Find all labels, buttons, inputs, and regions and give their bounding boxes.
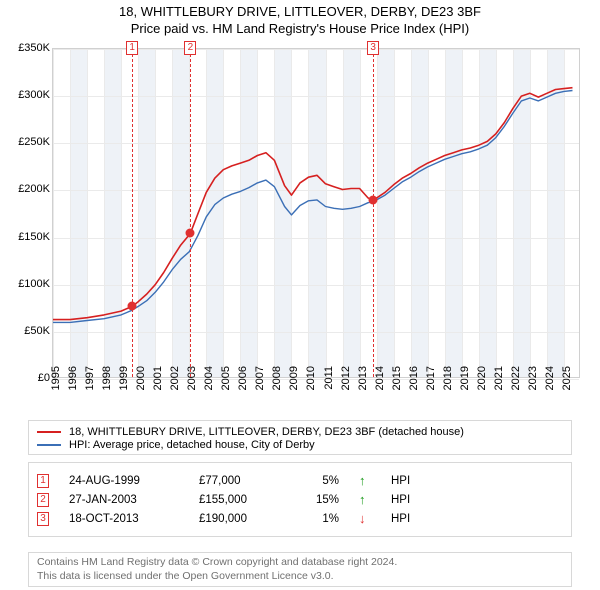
y-axis-tick-label: £150K	[10, 231, 50, 243]
arrow-down-icon: ↓	[359, 511, 371, 526]
y-axis-tick-label: £50K	[10, 325, 50, 337]
sale-price: £77,000	[199, 475, 279, 487]
sale-row: 2 27-JAN-2003 £155,000 15% ↑ HPI	[37, 492, 563, 507]
sale-marker-index: 2	[184, 41, 196, 55]
sale-marker-dot	[369, 195, 378, 204]
plot-area: 123	[52, 48, 580, 378]
series-line-price_paid	[53, 88, 573, 320]
legend-box: 18, WHITTLEBURY DRIVE, LITTLEOVER, DERBY…	[28, 420, 572, 455]
sale-marker-line	[132, 49, 133, 377]
y-axis-tick-label: £0	[10, 372, 50, 384]
sale-price: £155,000	[199, 494, 279, 506]
series-line-hpi	[53, 91, 573, 323]
sale-row: 1 24-AUG-1999 £77,000 5% ↑ HPI	[37, 473, 563, 488]
sale-marker-dot	[128, 302, 137, 311]
sale-index-box: 2	[37, 493, 49, 507]
y-axis-tick-label: £200K	[10, 183, 50, 195]
chart-title-address: 18, WHITTLEBURY DRIVE, LITTLEOVER, DERBY…	[0, 4, 600, 19]
chart-container: 123 £0£50K£100K£150K£200K£250K£300K£350K…	[10, 48, 590, 413]
sale-marker-line	[190, 49, 191, 377]
sale-hpi-label: HPI	[391, 494, 410, 506]
sale-index-box: 1	[37, 474, 49, 488]
sale-marker-dot	[186, 228, 195, 237]
sale-date: 27-JAN-2003	[69, 494, 179, 506]
attribution-line1: Contains HM Land Registry data © Crown c…	[37, 556, 563, 570]
y-axis-tick-label: £100K	[10, 278, 50, 290]
sale-hpi-label: HPI	[391, 475, 410, 487]
legend-item: HPI: Average price, detached house, City…	[37, 439, 563, 451]
sale-index-box: 3	[37, 512, 49, 526]
sale-price: £190,000	[199, 513, 279, 525]
y-axis-tick-label: £250K	[10, 136, 50, 148]
arrow-up-icon: ↑	[359, 492, 371, 507]
sale-date: 18-OCT-2013	[69, 513, 179, 525]
sale-percent: 5%	[299, 475, 339, 487]
attribution-box: Contains HM Land Registry data © Crown c…	[28, 552, 572, 587]
sale-percent: 15%	[299, 494, 339, 506]
sale-percent: 1%	[299, 513, 339, 525]
sale-row: 3 18-OCT-2013 £190,000 1% ↓ HPI	[37, 511, 563, 526]
sale-marker-index: 3	[367, 41, 379, 55]
legend-swatch	[37, 444, 61, 446]
sale-date: 24-AUG-1999	[69, 475, 179, 487]
arrow-up-icon: ↑	[359, 473, 371, 488]
sale-hpi-label: HPI	[391, 513, 410, 525]
legend-item: 18, WHITTLEBURY DRIVE, LITTLEOVER, DERBY…	[37, 426, 563, 438]
sale-marker-index: 1	[126, 41, 138, 55]
y-axis-tick-label: £350K	[10, 42, 50, 54]
sale-marker-line	[373, 49, 374, 377]
chart-title-subtitle: Price paid vs. HM Land Registry's House …	[0, 21, 600, 36]
attribution-line2: This data is licensed under the Open Gov…	[37, 570, 563, 584]
sales-table: 1 24-AUG-1999 £77,000 5% ↑ HPI 2 27-JAN-2003 £15…	[28, 462, 572, 537]
legend-swatch	[37, 431, 61, 433]
y-axis-tick-label: £300K	[10, 89, 50, 101]
chart-title-block: 18, WHITTLEBURY DRIVE, LITTLEOVER, DERBY…	[0, 0, 600, 36]
legend-label: 18, WHITTLEBURY DRIVE, LITTLEOVER, DERBY…	[69, 426, 464, 438]
legend-label: HPI: Average price, detached house, City…	[69, 439, 315, 451]
